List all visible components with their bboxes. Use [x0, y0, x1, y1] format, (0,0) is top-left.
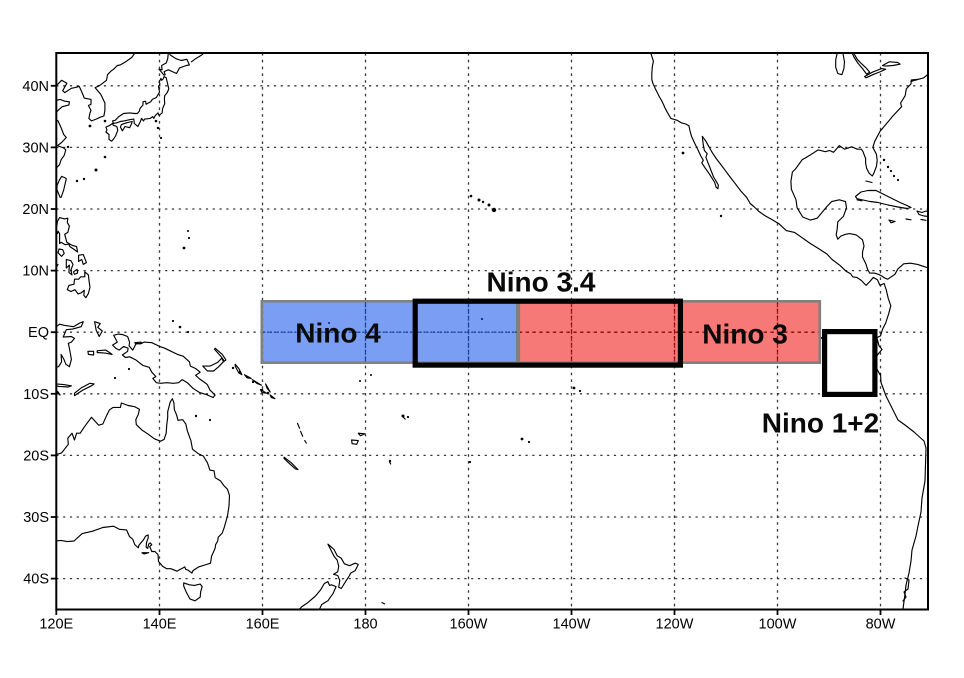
- svg-text:20S: 20S: [23, 448, 49, 464]
- svg-text:Nino 4: Nino 4: [295, 318, 381, 349]
- svg-text:30N: 30N: [22, 140, 49, 156]
- svg-text:20N: 20N: [22, 202, 49, 218]
- svg-text:80W: 80W: [866, 617, 896, 633]
- svg-text:140E: 140E: [143, 617, 177, 633]
- svg-text:160E: 160E: [246, 617, 280, 633]
- svg-text:120W: 120W: [656, 617, 694, 633]
- svg-text:100W: 100W: [759, 617, 797, 633]
- svg-text:30S: 30S: [23, 510, 49, 526]
- svg-text:120E: 120E: [39, 617, 73, 633]
- svg-text:10S: 10S: [23, 387, 49, 403]
- svg-text:Nino 3.4: Nino 3.4: [487, 267, 596, 298]
- svg-text:Nino 3: Nino 3: [702, 319, 788, 350]
- svg-text:EQ: EQ: [28, 325, 49, 341]
- svg-text:10N: 10N: [22, 264, 49, 280]
- svg-text:160W: 160W: [450, 617, 488, 633]
- svg-text:180: 180: [353, 617, 377, 633]
- svg-text:Nino 1+2: Nino 1+2: [762, 408, 879, 439]
- svg-text:40S: 40S: [23, 572, 49, 588]
- svg-text:140W: 140W: [553, 617, 591, 633]
- svg-text:40N: 40N: [22, 79, 49, 95]
